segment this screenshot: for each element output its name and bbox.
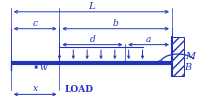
Text: x: x xyxy=(33,84,38,93)
Text: B: B xyxy=(184,63,192,72)
Text: c: c xyxy=(33,19,38,28)
Text: M: M xyxy=(185,52,195,61)
Text: L: L xyxy=(88,2,95,11)
Bar xyxy=(172,37,184,76)
Text: b: b xyxy=(113,19,119,28)
Text: LOAD: LOAD xyxy=(64,85,93,94)
Text: d: d xyxy=(90,35,95,44)
Text: w: w xyxy=(40,62,48,72)
Text: a: a xyxy=(146,35,151,44)
